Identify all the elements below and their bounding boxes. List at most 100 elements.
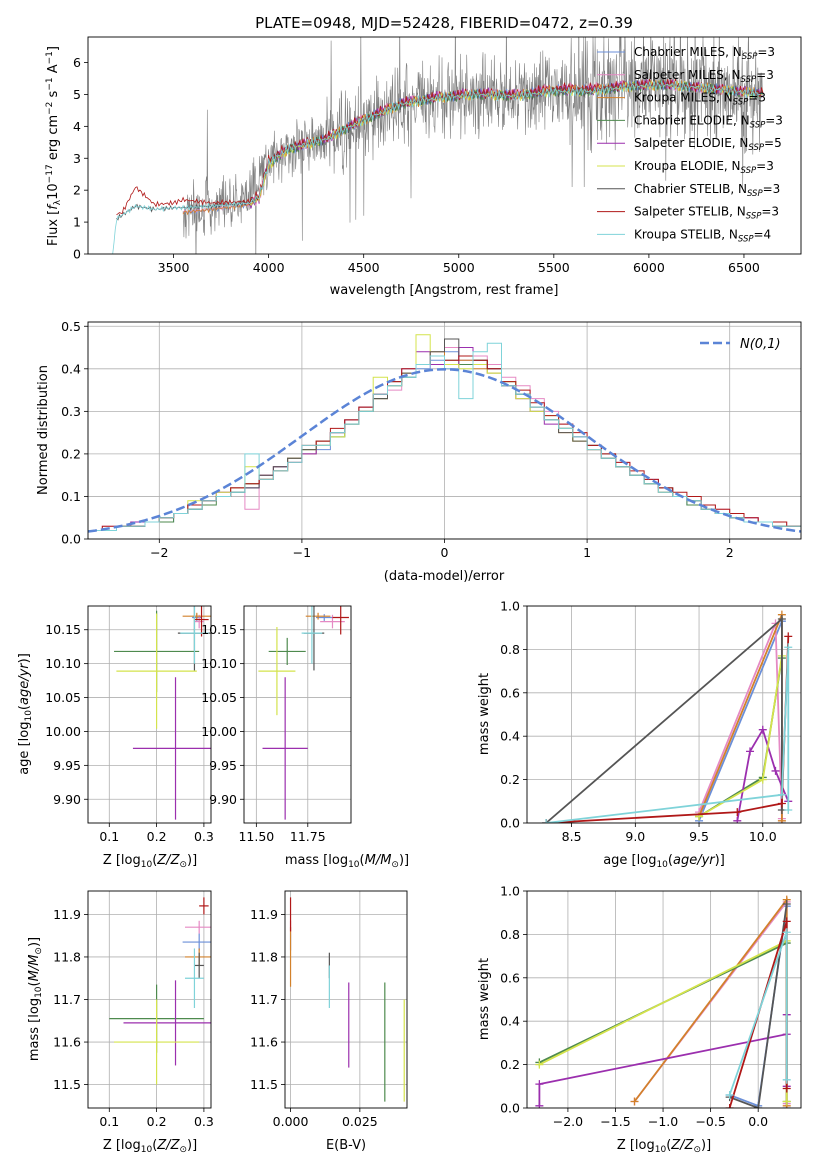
y-tick-label: 4 — [73, 119, 81, 134]
y-tick-label: 11.6 — [53, 1035, 81, 1050]
y-tick-label: 0.6 — [500, 970, 520, 985]
legend-entry: N(0,1) — [740, 337, 781, 352]
legend-entry: Chabrier MILES, NSSP=3 — [634, 45, 775, 62]
mw-Z-frame — [526, 890, 802, 1109]
mw-age-frame — [526, 605, 802, 824]
x-tick-label: 4500 — [348, 260, 380, 275]
residuals-plot-area — [88, 322, 801, 539]
x-tick-label: 5000 — [443, 260, 475, 275]
x-tick-label: 0.2 — [147, 1114, 167, 1129]
y-tick-label: 9.90 — [209, 792, 237, 807]
y-tick-label: 0.8 — [500, 642, 520, 657]
y-tick-label: 10.15 — [201, 622, 237, 637]
y-tick-label: 0 — [73, 247, 81, 262]
y-tick-label: 11.7 — [53, 992, 81, 1007]
mass-weight-marker — [725, 1090, 734, 1099]
x-tick-label: 0.1 — [99, 1114, 119, 1129]
spectrum-plot-area — [112, 37, 764, 254]
chart-title: PLATE=0948, MJD=52428, FIBERID=0472, z=0… — [255, 14, 633, 32]
y-axis-label: mass weight — [477, 673, 492, 755]
x-tick-label: 4000 — [253, 260, 285, 275]
x-tick-label: 0.000 — [273, 1114, 309, 1129]
mass-vs-Z-frame — [87, 890, 212, 1109]
x-tick-label: −1 — [293, 545, 311, 560]
age-vs-Z-axes: 0.1 0.2 0.3 9.90 9.95 10.00 10.05 10.10 10.15 — [45, 605, 214, 844]
y-tick-label: 1 — [73, 215, 81, 230]
legend-entry: Kroupa MILES, NSSP=3 — [634, 91, 766, 108]
y-axis-label: mass [log10(M/M⊙)] — [27, 937, 44, 1061]
mass-weight-marker — [777, 790, 786, 799]
mw-age-axes: 8.5 9.0 9.5 10.0 0.0 0.2 0.4 0.6 0.8 1.0 — [500, 599, 802, 844]
mass-weight-marker — [733, 808, 742, 817]
mw-age-plot-area — [527, 606, 801, 823]
y-tick-label: 0.8 — [500, 927, 520, 942]
x-axis-label: Z [log10(Z/Z⊙)] — [103, 853, 197, 870]
mass-weight-marker — [754, 1104, 763, 1108]
x-axis-label: age [log10(age/yr)] — [603, 853, 725, 870]
legend-entry: Salpeter ELODIE, NSSP=5 — [634, 136, 782, 153]
x-axis-label: mass [log10(M/M⊙)] — [285, 853, 409, 870]
y-tick-label: 9.95 — [53, 758, 81, 773]
y-tick-label: 10.15 — [45, 622, 81, 637]
y-tick-label: 11.7 — [250, 992, 278, 1007]
mass-weight-marker — [535, 1080, 544, 1089]
mass-weight-marker — [782, 1097, 791, 1106]
y-tick-label: 0.4 — [500, 729, 520, 744]
x-tick-label: −2 — [150, 545, 168, 560]
y-tick-label: 6 — [73, 55, 81, 70]
y-tick-label: 10.00 — [45, 724, 81, 739]
y-tick-label: 0.0 — [500, 1101, 520, 1116]
x-tick-label: 0.2 — [147, 829, 167, 844]
y-tick-label: 0.2 — [61, 446, 81, 461]
x-tick-label: 0.025 — [342, 1114, 378, 1129]
y-axis-label: Normed distribution — [36, 365, 51, 495]
mass-weight-marker — [782, 900, 791, 909]
age-vs-mass-frame — [243, 605, 352, 824]
mass-weight-marker — [733, 816, 742, 823]
y-tick-label: 3 — [73, 151, 81, 166]
y-tick-label: 1.0 — [500, 884, 520, 899]
x-axis-label: Z [log10(Z/Z⊙)] — [617, 1138, 711, 1155]
x-tick-label: −2.0 — [553, 1114, 583, 1129]
y-axis-label: mass weight — [477, 958, 492, 1040]
spectrum-axes: 3500 4000 4500 5000 5500 6000 6500 0 1 2 3 4 5 6 — [73, 36, 802, 275]
y-tick-label: 10.00 — [201, 724, 237, 739]
mass-weight-marker — [535, 1101, 544, 1108]
y-tick-label: 0.4 — [500, 1014, 520, 1029]
age-vs-Z-frame — [87, 605, 212, 824]
spectrum-frame — [87, 36, 802, 255]
x-axis-label: Z [log10(Z/Z⊙)] — [103, 1138, 197, 1155]
mass-weight-marker — [782, 1084, 791, 1093]
x-tick-label: 6000 — [633, 260, 665, 275]
x-tick-label: 9.5 — [689, 829, 709, 844]
y-tick-label: 11.8 — [53, 949, 81, 964]
y-tick-label: 2 — [73, 183, 81, 198]
mw-Z-plot-area — [527, 891, 801, 1108]
x-axis-label: E(B-V) — [326, 1138, 366, 1153]
mass-weight-line — [546, 636, 790, 823]
mass-weight-marker — [777, 799, 786, 808]
y-axis-label: Flux [fλ10−17 erg cm−2 s−1 A−1] — [45, 46, 63, 246]
mass-weight-marker — [784, 632, 793, 641]
y-tick-label: 0.0 — [500, 816, 520, 831]
x-tick-label: 3500 — [158, 260, 190, 275]
legend-entry: Kroupa STELIB, NSSP=4 — [634, 227, 771, 244]
x-tick-label: 1 — [583, 545, 591, 560]
x-tick-label: 6500 — [728, 260, 760, 275]
y-tick-label: 0.5 — [61, 319, 81, 334]
x-tick-label: 0.1 — [99, 829, 119, 844]
y-tick-label: 0.1 — [61, 489, 81, 504]
x-tick-label: 0 — [441, 545, 449, 560]
mass-weight-marker — [777, 615, 786, 624]
x-tick-label: 9.0 — [625, 829, 645, 844]
mass-weight-marker — [782, 1075, 791, 1084]
mass-weight-marker — [746, 747, 755, 756]
mass-weight-line — [545, 647, 790, 823]
x-tick-label: −1.5 — [600, 1114, 630, 1129]
x-tick-label: 8.5 — [562, 829, 582, 844]
x-tick-label: 0.0 — [748, 1114, 768, 1129]
x-tick-label: −1.0 — [648, 1114, 678, 1129]
x-tick-label: 5500 — [538, 260, 570, 275]
y-tick-label: 10.05 — [45, 690, 81, 705]
